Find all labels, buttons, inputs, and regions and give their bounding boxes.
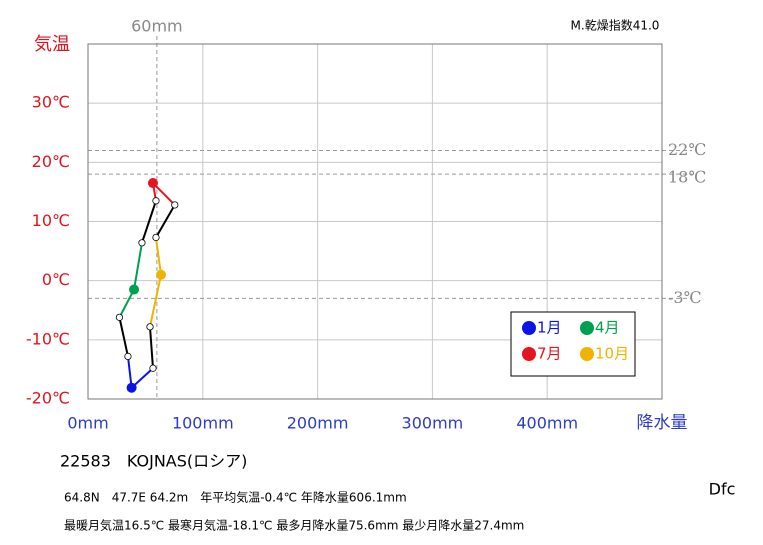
y-tick-label: -20℃ [26,389,70,408]
legend-label: 4月 [595,319,620,337]
climate-segment [118,317,129,357]
legend-swatch [580,321,594,335]
month-point [171,201,179,209]
x-axis-label: 降水量 [637,413,688,433]
legend-label: 1月 [537,319,562,337]
legend-swatch [580,347,594,361]
month-point [124,352,132,360]
climate-segment [126,356,133,388]
month-point [129,284,140,295]
x-tick-label: 0mm [67,414,108,433]
dryness-index: M.乾燥指数41.0 [571,18,660,33]
info-line: 最暖月気温16.5℃ 最寒月気温-18.1℃ 最多月降水量75.6mm 最少月降… [64,518,524,533]
climate-segment [149,274,162,328]
month-point [147,178,158,189]
legend-label: 10月 [595,345,629,363]
reference-label: 22℃ [668,140,706,159]
climate-segment [155,204,176,238]
climate-segment [118,289,135,318]
plot-frame [87,43,663,400]
month-point [115,313,124,321]
reference-label: 60mm [131,17,183,36]
y-tick-label: -10℃ [26,329,70,348]
month-point [156,269,167,280]
legend-swatch [522,321,536,335]
reference-label: -3℃ [668,288,701,307]
month-point [126,382,137,393]
x-tick-label: 200mm [287,414,349,433]
month-point [152,233,160,242]
climate-class: Dfc [709,480,736,499]
climate-segment [148,326,154,369]
month-point [149,364,157,372]
climate-segment [152,182,176,206]
month-point [138,239,146,247]
climate-segment [133,242,143,290]
y-tick-label: 20℃ [32,152,70,171]
x-tick-label: 100mm [172,414,234,433]
y-tick-label: 10℃ [32,211,70,230]
reference-label: 18℃ [668,168,706,187]
month-point [152,197,160,205]
climate-segment [141,200,157,244]
y-tick-label: 30℃ [32,93,70,112]
y-axis-label: 気温 [34,34,70,55]
legend-label: 7月 [537,345,562,363]
climate-segment [154,237,163,275]
y-tick-label: 0℃ [42,270,70,289]
legend-swatch [522,347,536,361]
x-tick-label: 300mm [402,414,464,433]
month-point [146,323,154,331]
x-tick-label: 400mm [516,414,578,433]
station: 22583 KOJNAS(ロシア) [60,452,247,471]
info-line: 64.8N 47.7E 64.2m 年平均気温-0.4℃ 年降水量606.1mm [64,490,407,505]
